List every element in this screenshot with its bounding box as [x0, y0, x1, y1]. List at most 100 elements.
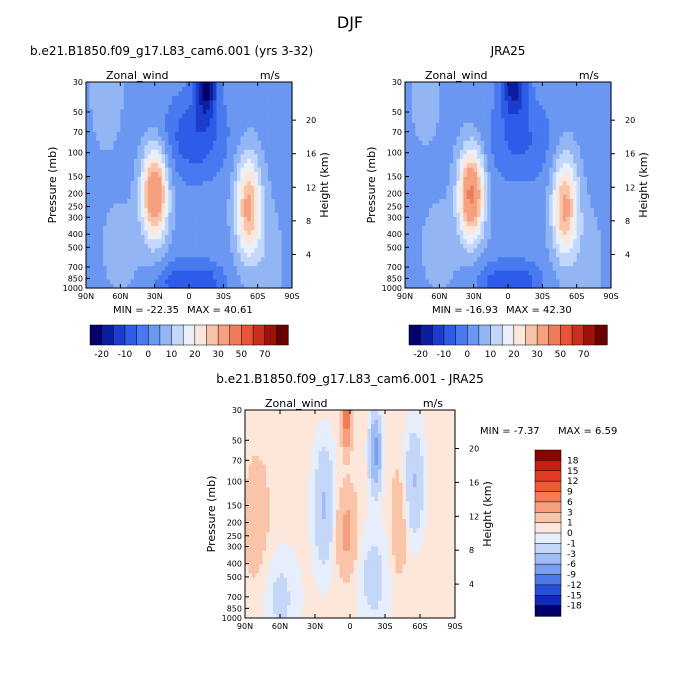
contour-cell — [418, 99, 423, 105]
contour-cell — [267, 140, 272, 146]
contour-cell — [134, 86, 139, 92]
contour-cell — [501, 82, 506, 88]
contour-cell — [257, 140, 262, 146]
contour-cell — [254, 256, 259, 262]
contour-cell — [446, 189, 451, 195]
contour-cell — [164, 90, 169, 97]
contour-cell — [199, 189, 204, 195]
contour-cell — [556, 265, 561, 271]
contour-cell — [456, 256, 461, 262]
contour-cell — [411, 144, 416, 150]
contour-cell — [508, 252, 513, 258]
contour-cell — [247, 207, 252, 213]
contour-cell — [425, 220, 430, 226]
contour-cell — [154, 86, 159, 92]
contour-cell — [271, 131, 276, 137]
contour-cell — [490, 99, 495, 105]
contour-cell — [490, 131, 495, 137]
contour-cell — [96, 185, 101, 191]
contour-cell — [559, 153, 564, 159]
contour-cell — [411, 99, 416, 105]
contour-cell — [552, 202, 557, 208]
contour-cell — [411, 135, 416, 141]
contour-cell — [490, 225, 495, 231]
contour-cell — [532, 162, 537, 168]
contour-cell — [511, 131, 516, 137]
contour-cell — [432, 198, 437, 204]
contour-cell — [175, 238, 180, 244]
contour-cell — [92, 158, 97, 164]
contour-cell — [106, 158, 111, 164]
contour-cell — [278, 180, 283, 186]
contour-cell — [429, 220, 434, 226]
contour-cell — [171, 198, 176, 204]
contour-cell — [497, 95, 502, 101]
contour-cell — [432, 234, 437, 240]
contour-cell — [535, 243, 540, 249]
contour-cell — [213, 279, 218, 285]
contour-cell — [223, 99, 228, 105]
contour-cell — [103, 238, 108, 244]
contour-cell — [494, 95, 499, 101]
contour-cell — [154, 90, 159, 97]
contour-cell — [254, 99, 259, 105]
contour-cell — [206, 283, 211, 289]
contour-cell — [459, 279, 464, 285]
contour-cell — [267, 171, 272, 177]
contour-cell — [535, 90, 540, 97]
contour-cell — [285, 247, 290, 253]
contour-cell — [113, 113, 118, 119]
contour-cell — [96, 122, 101, 128]
contour-cell — [456, 243, 461, 249]
contour-cell — [161, 247, 166, 253]
contour-cell — [559, 211, 564, 217]
contour-cell — [123, 256, 128, 262]
contour-cell — [552, 189, 557, 195]
contour-cell — [511, 243, 516, 249]
contour-cell — [113, 261, 118, 267]
contour-cell — [216, 283, 221, 289]
contour-cell — [422, 117, 427, 123]
contour-cell — [116, 225, 121, 231]
contour-cell — [219, 95, 224, 101]
contour-cell — [154, 198, 159, 204]
contour-cell — [552, 135, 557, 141]
contour-cell — [442, 252, 447, 258]
contour-cell — [411, 153, 416, 159]
contour-cell — [470, 149, 475, 155]
contour-cell — [261, 131, 266, 137]
contour-cell — [459, 189, 464, 195]
contour-cell — [405, 113, 410, 119]
contour-cell — [110, 202, 115, 208]
contour-cell — [261, 171, 266, 177]
contour-cell — [219, 108, 224, 114]
contour-cell — [473, 126, 478, 132]
contour-cell — [508, 202, 513, 208]
contour-cell — [254, 162, 259, 168]
contour-cell — [538, 144, 543, 150]
contour-cell — [490, 108, 495, 114]
contour-cell — [202, 189, 207, 195]
contour-cell — [415, 265, 420, 271]
contour-cell — [202, 171, 207, 177]
contour-cell — [161, 90, 166, 97]
contour-cell — [151, 158, 156, 164]
contour-cell — [271, 211, 276, 217]
contour-cell — [106, 149, 111, 155]
contour-cell — [429, 247, 434, 253]
contour-cell — [473, 108, 478, 114]
contour-cell — [429, 162, 434, 168]
contour-cell — [504, 229, 509, 235]
contour-cell — [494, 117, 499, 123]
contour-cell — [494, 113, 499, 119]
contour-cell — [459, 144, 464, 150]
contour-cell — [261, 185, 266, 191]
contour-cell — [477, 243, 482, 249]
contour-cell — [494, 207, 499, 213]
contour-cell — [470, 117, 475, 123]
contour-cell — [535, 279, 540, 285]
contour-cell — [219, 189, 224, 195]
contour-cell — [288, 225, 293, 231]
contour-cell — [525, 180, 530, 186]
contour-cell — [518, 211, 523, 217]
